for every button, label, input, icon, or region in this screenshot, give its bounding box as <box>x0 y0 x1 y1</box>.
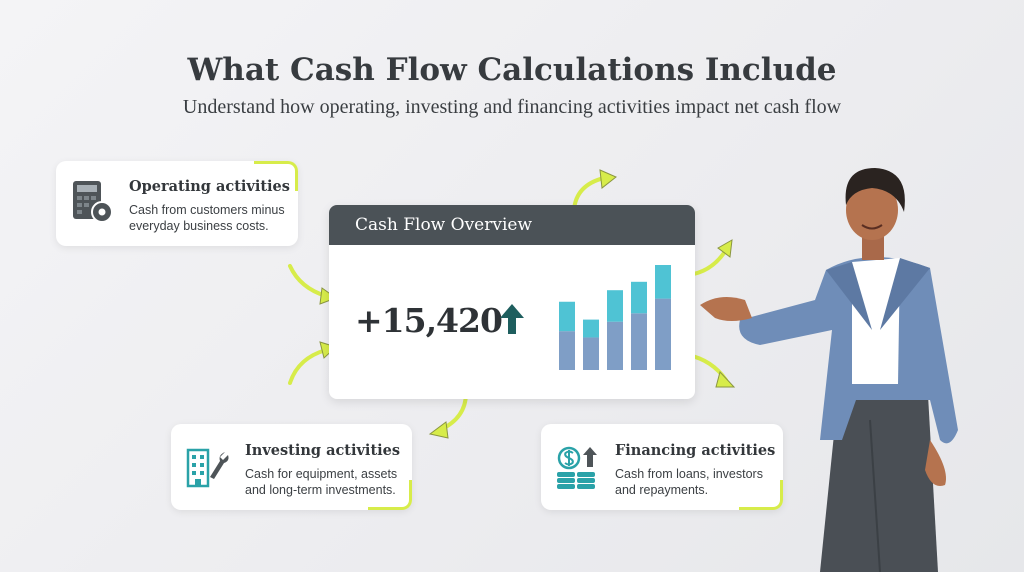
building-wrench-icon <box>186 448 229 488</box>
card-text-line: and repayments. <box>615 483 709 497</box>
card-accent <box>368 480 412 510</box>
card-accent <box>739 480 783 510</box>
bar-top-segment <box>559 301 575 332</box>
bar-top-segment <box>583 319 599 338</box>
card-accent <box>254 161 298 191</box>
arrow-up-icon <box>500 304 524 334</box>
financing-activities-card: Financing activities Cash from loans, in… <box>541 424 783 510</box>
overview-title: Cash Flow Overview <box>329 205 695 245</box>
card-text: Cash from loans, investors and repayments… <box>615 466 763 498</box>
bar-base-segment <box>559 331 575 370</box>
bar-base-segment <box>583 337 599 370</box>
bar-base-segment <box>655 298 671 370</box>
card-text-line: Cash for equipment, assets <box>245 467 398 481</box>
bar-base-segment <box>607 321 623 370</box>
card-text-line: Cash from customers minus <box>129 203 285 217</box>
calculator-gear-icon <box>73 181 113 223</box>
card-text: Cash from customers minus everyday busine… <box>129 202 285 234</box>
net-cash-flow-value: +15,420 <box>355 301 503 340</box>
card-title: Operating activities <box>129 178 290 195</box>
page-title: What Cash Flow Calculations Include <box>187 52 837 88</box>
card-text-line: and long-term investments. <box>245 483 396 497</box>
operating-activities-card: Operating activities Cash from customers… <box>56 161 298 246</box>
coins-dollar-icon <box>557 446 597 489</box>
card-text: Cash for equipment, assets and long-term … <box>245 466 397 498</box>
bar-top-segment <box>607 290 623 322</box>
investing-activities-card: Investing activities Cash for equipment,… <box>171 424 412 510</box>
page-subtitle: Understand how operating, investing and … <box>182 96 842 118</box>
mini-bar-chart <box>559 265 671 370</box>
card-title: Financing activities <box>615 442 776 459</box>
cash-flow-overview-panel: Cash Flow Overview +15,420 <box>329 205 695 399</box>
card-text-line: everyday business costs. <box>129 219 269 233</box>
bar-base-segment <box>631 313 647 370</box>
card-text-line: Cash from loans, investors <box>615 467 763 481</box>
card-title: Investing activities <box>245 442 401 459</box>
bar-top-segment <box>631 281 647 314</box>
bar-top-segment <box>655 265 671 299</box>
